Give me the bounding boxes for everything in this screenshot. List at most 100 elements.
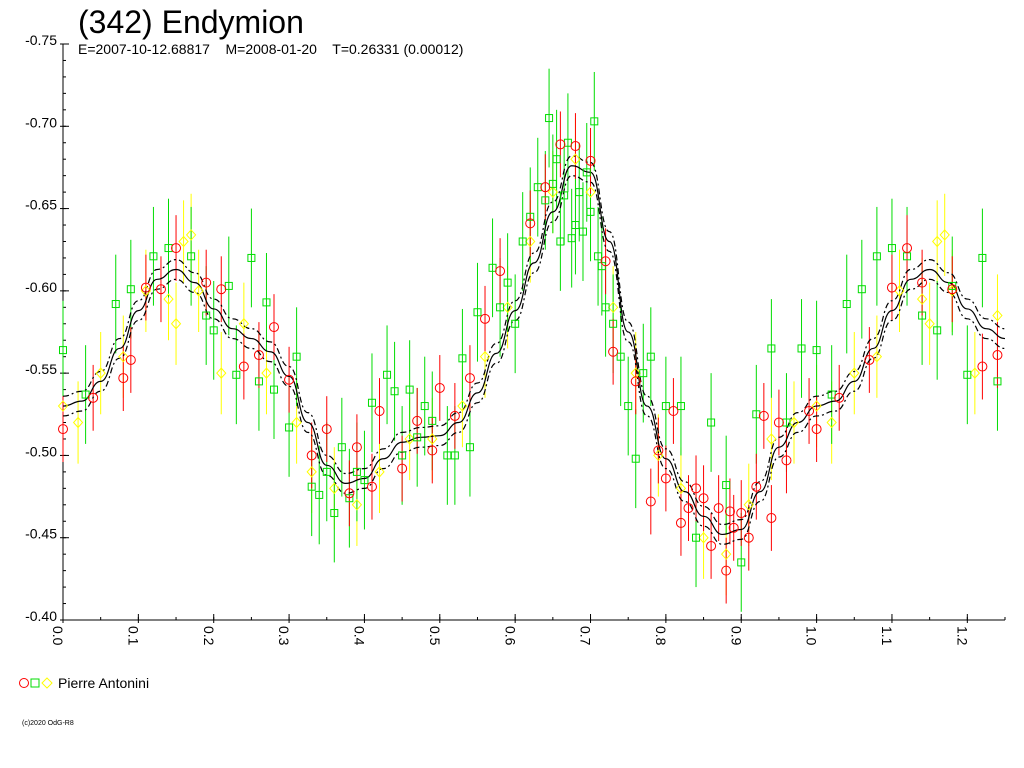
fit-curve — [62, 155, 1006, 545]
data-point-red — [171, 243, 182, 254]
data-point-red — [140, 282, 151, 293]
lightcurve-chart: -0.75 -0.70 -0.65 -0.60 -0.55 -0.50 -0.45 -0.40… — [25, 32, 1006, 646]
data-point-green — [488, 263, 497, 272]
data-point-green — [767, 344, 776, 353]
data-point-red — [902, 243, 913, 254]
fit-lower-band — [62, 175, 1006, 545]
data-point-red — [728, 522, 739, 533]
data-point-red — [253, 350, 264, 361]
y-tick-label: -0.75 — [25, 32, 57, 48]
data-point-green — [224, 281, 233, 290]
data-point-yellow — [95, 367, 106, 379]
fit-mean-line — [62, 165, 1006, 536]
data-point-green — [352, 467, 361, 476]
data-point-red — [555, 139, 566, 150]
data-point-red — [344, 488, 355, 499]
data-point-green — [556, 237, 565, 246]
data-point-yellow — [871, 350, 883, 363]
x-tick-label: 0.5 — [427, 626, 443, 646]
data-point-green — [149, 252, 158, 261]
data-point-green — [111, 300, 120, 309]
data-point-yellow — [788, 416, 800, 429]
data-point-red — [653, 445, 664, 456]
data-point-green — [692, 533, 701, 542]
data-point-red — [698, 493, 709, 504]
data-point-green — [262, 298, 271, 307]
data-point-green — [887, 244, 896, 253]
data-point-yellow — [216, 367, 227, 379]
data-point-yellow — [547, 186, 559, 198]
data-point-green — [330, 509, 339, 518]
data-point-red — [449, 410, 460, 421]
data-point-red — [977, 361, 988, 372]
data-point-green — [209, 326, 218, 335]
data-point-red — [608, 346, 619, 357]
data-point-red — [675, 517, 686, 528]
data-point-red — [804, 405, 815, 416]
data-point-green — [337, 443, 346, 452]
data-point-green — [496, 303, 505, 312]
fit-upper-band — [62, 155, 1006, 526]
legend: Pierre Antonini — [18, 674, 149, 692]
data-point-red — [660, 473, 671, 484]
x-tick-label: 0.8 — [653, 626, 669, 646]
data-point-red — [464, 373, 475, 384]
data-point-green — [616, 352, 625, 361]
data-point-red — [374, 405, 385, 416]
legend-label: Pierre Antonini — [58, 675, 150, 691]
data-point-red — [306, 450, 317, 461]
chart-subtitle: E=2007-10-12.68817 M=2008-01-20 T=0.2633… — [78, 41, 464, 57]
data-point-red — [495, 266, 506, 277]
data-point-green — [827, 390, 836, 399]
data-point-yellow — [261, 367, 272, 379]
data-point-red — [397, 463, 408, 474]
data-point-red — [864, 354, 875, 365]
data-point-red — [766, 512, 777, 523]
data-point-green — [552, 155, 561, 164]
data-point-yellow — [404, 433, 415, 445]
data-point-red — [321, 424, 332, 435]
data-point-yellow — [193, 285, 204, 297]
chart-title: (342) Endymion — [78, 4, 304, 40]
data-point-red — [600, 256, 611, 267]
data-point-red — [668, 405, 679, 416]
data-point-green — [933, 326, 942, 335]
data-point-yellow — [585, 186, 596, 198]
data-point-yellow — [351, 499, 363, 511]
data-point-green — [405, 385, 414, 394]
data-point-green — [737, 558, 746, 567]
data-point-yellow — [306, 466, 317, 478]
data-point-yellow — [479, 350, 491, 363]
data-point-yellow — [766, 433, 777, 445]
data-point-yellow — [720, 548, 732, 560]
data-point-yellow — [698, 531, 709, 544]
data-point-red — [751, 481, 762, 492]
data-point-yellow — [185, 229, 197, 241]
data-point-red — [238, 361, 249, 372]
data-point-green — [872, 252, 881, 261]
x-tick-label: 0.2 — [201, 626, 217, 646]
data-point-red — [713, 503, 724, 514]
data-point-red — [201, 277, 212, 288]
data-point-red — [525, 218, 536, 229]
data-point-yellow — [374, 466, 385, 478]
data-point-red — [412, 415, 423, 426]
data-point-green — [578, 227, 587, 236]
data-point-yellow — [630, 367, 641, 379]
data-point-red — [758, 410, 769, 421]
data-point-red — [58, 424, 68, 435]
x-tick-label: 1.0 — [804, 626, 820, 646]
legend-markers-icon — [19, 677, 53, 689]
data-point-red — [706, 540, 717, 551]
data-point-red — [366, 481, 377, 492]
data-point-green — [857, 285, 866, 294]
data-point-red — [886, 282, 897, 293]
data-point-green — [978, 253, 987, 262]
data-point-green — [398, 451, 407, 460]
data-point-green — [322, 467, 331, 476]
data-point-green — [360, 476, 369, 485]
data-point-green — [842, 300, 851, 309]
x-tick-label: 0.4 — [352, 626, 368, 646]
data-point-red — [427, 445, 438, 456]
data-point-red — [743, 532, 754, 543]
